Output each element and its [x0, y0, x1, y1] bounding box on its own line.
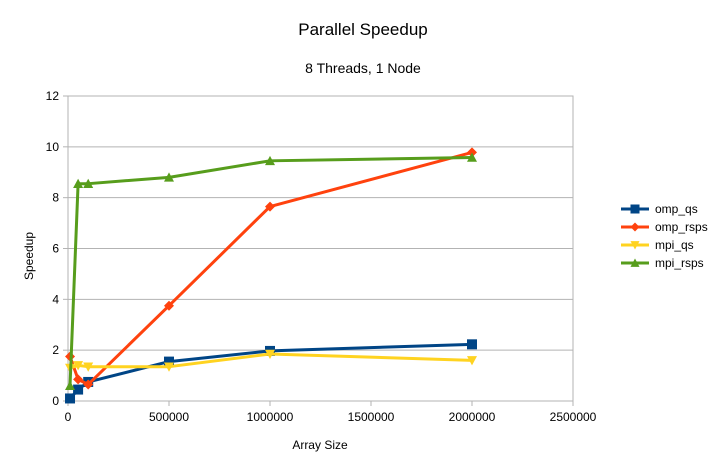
legend: omp_qs omp_rsps mpi_qs mpi_rsps — [621, 202, 708, 270]
data-point-mpi_qs — [467, 356, 477, 366]
data-point-mpi_rsps — [467, 152, 477, 162]
y-tick-label: 10 — [46, 140, 60, 154]
legend-item-mpi_qs: mpi_qs — [621, 238, 694, 252]
series-layer — [65, 147, 477, 404]
legend-marker — [630, 258, 640, 267]
data-point-mpi_rsps — [164, 172, 174, 182]
legend-marker — [630, 204, 640, 214]
x-tick-label: 500000 — [149, 410, 189, 424]
data-point-omp_rsps — [73, 374, 84, 385]
data-point-mpi_rsps — [83, 178, 94, 188]
series-mpi_qs — [65, 349, 477, 373]
x-tick-label: 1500000 — [348, 410, 395, 424]
data-point-mpi_rsps — [65, 380, 76, 390]
data-point-mpi_qs — [73, 361, 84, 371]
legend-marker — [630, 222, 640, 232]
x-tick-label: 0 — [65, 410, 72, 424]
data-point-omp_qs — [164, 356, 174, 367]
legend-item-mpi_rsps: mpi_rsps — [621, 256, 704, 270]
data-point-omp_qs — [467, 339, 477, 350]
y-axis-label: Speedup — [22, 232, 36, 280]
y-tick-label: 0 — [52, 394, 59, 408]
data-point-mpi_qs — [265, 349, 275, 359]
y-tick-label: 2 — [52, 343, 59, 357]
legend-item-omp_qs: omp_qs — [621, 202, 698, 216]
chart-subtitle: 8 Threads, 1 Node — [305, 60, 421, 76]
data-point-mpi_qs — [83, 362, 94, 372]
x-axis-ticks: 0 500000 1000000 1500000 2000000 2500000 — [65, 401, 597, 424]
gridlines — [68, 146, 573, 351]
data-point-mpi_qs — [164, 362, 174, 372]
series-omp_qs — [65, 339, 477, 404]
legend-item-omp_rsps: omp_rsps — [621, 220, 708, 234]
x-tick-label: 1000000 — [247, 410, 294, 424]
legend-label: mpi_qs — [655, 238, 694, 252]
data-point-omp_qs — [65, 393, 76, 404]
y-tick-label: 4 — [52, 292, 59, 306]
series-mpi_rsps — [65, 152, 477, 390]
data-point-omp_rsps — [467, 147, 477, 158]
chart-title: Parallel Speedup — [298, 20, 427, 39]
x-tick-label: 2000000 — [449, 410, 496, 424]
series-line-omp_rsps — [68, 150, 473, 386]
legend-label: omp_qs — [655, 202, 698, 216]
data-point-omp_rsps — [83, 379, 94, 390]
legend-label: omp_rsps — [655, 220, 708, 234]
y-tick-label: 12 — [46, 89, 60, 103]
series-line-mpi_rsps — [68, 156, 473, 386]
y-tick-label: 8 — [52, 191, 59, 205]
data-point-omp_qs — [73, 384, 84, 395]
data-point-mpi_rsps — [265, 155, 275, 166]
y-tick-label: 6 — [52, 242, 59, 256]
data-point-mpi_rsps — [73, 178, 84, 188]
legend-marker — [630, 241, 640, 250]
y-axis-ticks: 0 2 4 6 8 10 12 — [46, 89, 68, 408]
x-tick-label: 2500000 — [550, 410, 597, 424]
data-point-omp_rsps — [164, 300, 174, 311]
legend-label: mpi_rsps — [655, 256, 704, 270]
x-axis-label: Array Size — [292, 438, 348, 452]
data-point-omp_rsps — [265, 201, 275, 212]
